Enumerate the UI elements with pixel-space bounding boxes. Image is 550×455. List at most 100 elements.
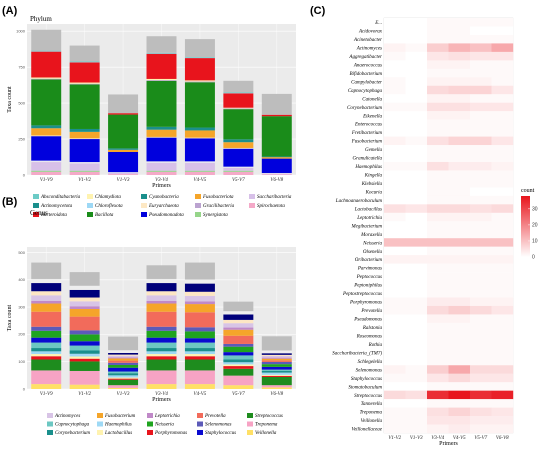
x-tick-label: V3-V4 (155, 392, 168, 397)
heatmap-cell (384, 272, 406, 281)
bar-segment (108, 367, 139, 372)
heatmap-row-label: Stomatobaculum (348, 385, 382, 390)
heatmap-cell (427, 43, 449, 53)
heatmap-cell (470, 305, 492, 315)
bar-segment (223, 311, 254, 315)
legend-label: Staphylococcus (205, 431, 236, 436)
heatmap-row-label: Lachnoanaerobaculum (335, 199, 383, 204)
heatmap-cell (491, 399, 514, 408)
heatmap-cell (470, 221, 492, 230)
panel-a-label: (A) (2, 5, 18, 17)
panel-b-title: Genus (30, 209, 48, 217)
heatmap-cell (491, 102, 514, 112)
bar-segment (146, 384, 177, 389)
bar-segment (69, 330, 100, 335)
x-axis-label: Primers (152, 397, 171, 403)
bar-segment (184, 295, 215, 302)
heatmap-cell (427, 178, 449, 188)
heatmap-col-label: V6-V8 (496, 436, 509, 441)
bar-segment (223, 329, 254, 336)
heatmap-cell (491, 382, 514, 391)
bar-segment (146, 78, 177, 81)
bar-segment (69, 353, 100, 357)
bar-segment (223, 167, 254, 171)
bar-segment (223, 148, 254, 167)
bar-segment (108, 364, 139, 368)
heatmap-row-label: Kocuria (365, 190, 383, 195)
heatmap-cell (405, 382, 428, 391)
heatmap-cell (384, 128, 406, 137)
heatmap-cell (448, 365, 471, 374)
heatmap-cell (448, 51, 471, 61)
heatmap-cell (427, 390, 449, 400)
heatmap-cell (491, 128, 514, 137)
y-tick-label: 100 (18, 359, 25, 364)
legend-swatch (247, 413, 253, 418)
heatmap-cell (448, 255, 471, 264)
bar-segment (146, 330, 177, 338)
heatmap-row-label: Megibacterium (350, 224, 382, 229)
bar-segment (184, 161, 215, 163)
heatmap-cell (405, 68, 428, 78)
heatmap-row-label: Peptoniphilus (353, 284, 382, 289)
heatmap-cell (427, 119, 449, 129)
bar-segment (146, 370, 177, 385)
heatmap-cell (448, 348, 471, 357)
heatmap-row-label: Porphyromonas (349, 301, 382, 306)
heatmap-cell (427, 348, 449, 357)
heatmap-cell (491, 331, 514, 341)
heatmap-cell (470, 238, 492, 247)
bar-segment (261, 336, 292, 351)
heatmap-cell (427, 238, 449, 247)
bar-segment (146, 326, 177, 331)
legend-swatch (33, 194, 39, 199)
legend-label: Actinomyces (54, 414, 80, 419)
bar-segment (108, 358, 139, 361)
legend-swatch (141, 212, 147, 217)
bar-segment (184, 327, 215, 332)
bar-segment (223, 92, 254, 94)
panel-c-label: (C) (310, 5, 326, 17)
legend-swatch (247, 430, 253, 435)
heatmap-cell (470, 289, 492, 298)
heatmap-cell (448, 26, 471, 36)
bar-segment (184, 130, 215, 138)
legend-swatch (195, 194, 201, 199)
heatmap-cell (448, 229, 471, 239)
heatmap-cell (427, 145, 449, 154)
heatmap-cell (448, 195, 471, 205)
heatmap-cell (384, 289, 406, 298)
bar-segment (146, 342, 177, 349)
x-tick-label: V1-V2 (78, 392, 91, 397)
heatmap-row-label: Enterococcus (354, 123, 382, 128)
legend-label: Actinomycetota (40, 204, 73, 209)
heatmap-cell (427, 77, 449, 86)
heatmap-cell (427, 18, 449, 27)
x-axis-label: Primers (152, 183, 171, 189)
bar-segment (184, 359, 215, 371)
heatmap-cell (384, 314, 406, 324)
heatmap-cell (491, 322, 514, 332)
heatmap-cell (427, 297, 449, 307)
heatmap-cell (427, 26, 449, 36)
bar-segment (261, 172, 292, 174)
heatmap-row-label: Acinetobacter (353, 38, 382, 43)
bar-segment (146, 171, 177, 175)
bar-segment (184, 356, 215, 360)
bar-segment (223, 327, 254, 330)
legend-swatch (97, 421, 103, 427)
heatmap-cell (470, 60, 492, 70)
heatmap-cell (405, 60, 428, 70)
bar-segment (108, 350, 139, 353)
bar-segment (261, 116, 292, 157)
legend-label: Bacteroidota (41, 213, 67, 218)
bar-segment (223, 107, 254, 109)
bar-segment (69, 84, 100, 129)
heatmap-row-label: Haemophilus (354, 165, 382, 170)
bar-segment (146, 278, 177, 284)
heatmap-cell (427, 195, 449, 205)
bar-segment (31, 136, 62, 161)
x-tick-label: V1-V2 (78, 178, 91, 183)
bar-segment (69, 61, 100, 63)
heatmap-cell (427, 204, 449, 213)
